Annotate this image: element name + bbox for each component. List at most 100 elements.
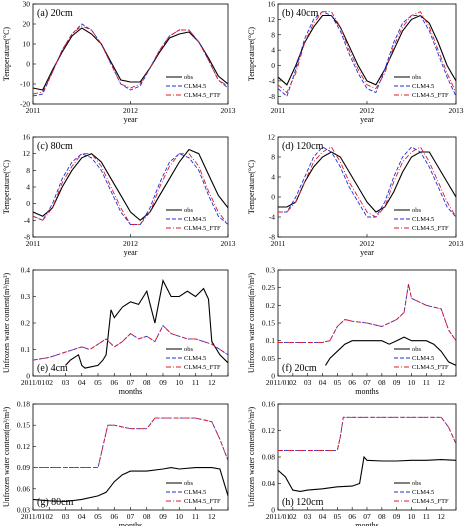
x-tick-label: 07 [127, 378, 135, 387]
y-tick-label: 0.1 [266, 336, 276, 345]
panel-label: (e) 4cm [37, 363, 68, 374]
x-tick-label: 10 [408, 512, 416, 521]
x-tick-label: 05 [334, 512, 342, 521]
y-axis-label: Unfrozen water content(m³/m³) [247, 273, 256, 374]
x-tick-label: 2011/01 [21, 378, 46, 387]
x-axis-label: year [360, 115, 374, 124]
x-tick-label: 07 [127, 512, 135, 521]
x-tick-label: 03 [304, 378, 312, 387]
series-line-clm4-5-ftf [278, 416, 456, 451]
legend-entry: CLM4.5_FTF [412, 92, 449, 99]
legend-entry: obs [184, 480, 194, 487]
x-tick-label: 2012 [123, 239, 138, 248]
panel-b: -8 -4 0 4 8 12 16 2011 2012 2013 year Temperature(°… [247, 0, 464, 124]
y-tick-label: 0.2 [21, 319, 31, 328]
x-tick-label: 2011/01 [21, 512, 46, 521]
series-line-clm4-5-ftf [33, 25, 228, 95]
y-tick-label: 8 [26, 166, 30, 175]
series-line-obs [278, 151, 456, 213]
x-tick-label: 2013 [221, 239, 236, 248]
x-tick-label: 08 [378, 378, 386, 387]
x-tick-label: 07 [363, 512, 371, 521]
legend-entry: CLM4.5 [184, 489, 206, 496]
legend-entry: obs [184, 74, 194, 81]
legend-entry: obs [412, 480, 422, 487]
x-tick-label: 08 [143, 512, 151, 521]
y-axis-label: Temperature(°C) [2, 27, 11, 82]
x-tick-label: 11 [192, 378, 199, 387]
x-tick-label: 06 [111, 512, 119, 521]
y-tick-label: 16 [23, 133, 31, 142]
x-tick-label: 11 [423, 512, 430, 521]
x-tick-label: 2012 [360, 239, 375, 248]
x-tick-label: 02 [289, 512, 297, 521]
x-tick-label: 2013 [221, 106, 236, 115]
series-line-clm4-5 [33, 153, 228, 225]
x-tick-label: 09 [159, 378, 167, 387]
x-axis-label: year [124, 248, 138, 257]
y-axis-label: Temperature(°C) [2, 160, 11, 215]
x-axis-label: months [119, 521, 143, 526]
x-tick-label: 10 [176, 378, 184, 387]
series-line-clm4-5-ftf [278, 11, 456, 94]
x-tick-label: 2011 [26, 106, 41, 115]
y-axis-label: Unfrozen water content(m³/m³) [2, 407, 11, 508]
x-tick-label: 04 [319, 378, 327, 387]
x-tick-label: 11 [192, 512, 199, 521]
y-tick-label: 8 [271, 153, 275, 162]
x-axis-label: months [119, 387, 143, 396]
x-tick-label: 2012 [360, 106, 375, 115]
x-tick-label: 2013 [449, 239, 464, 248]
y-tick-label: 12 [268, 15, 276, 24]
panel-label: (f) 20cm [282, 363, 317, 374]
y-tick-label: 0 [26, 60, 30, 69]
y-tick-label: 0.4 [21, 266, 31, 275]
legend-entry: CLM4.5 [184, 216, 206, 223]
x-tick-label: 2011 [271, 239, 286, 248]
x-tick-label: 12 [208, 378, 216, 387]
series-line-clm4-5 [278, 284, 456, 343]
y-tick-label: 4 [26, 183, 30, 192]
x-tick-label: 02 [289, 378, 297, 387]
y-tick-label: 0 [26, 199, 30, 208]
x-tick-label: 08 [378, 512, 386, 521]
y-tick-label: 0.03 [17, 506, 30, 515]
y-tick-label: -4 [269, 213, 275, 222]
series-line-obs [278, 455, 456, 492]
y-tick-label: 12 [268, 133, 276, 142]
x-tick-label: 03 [62, 378, 70, 387]
legend-entry: obs [184, 207, 194, 214]
y-tick-label: 0.25 [262, 283, 275, 292]
x-tick-label: 2012 [123, 106, 138, 115]
x-tick-label: 04 [78, 512, 86, 521]
y-tick-label: 0.12 [17, 442, 30, 451]
panel-a: -20 -10 0 10 20 30 2011 2012 2013 year Temperature… [2, 0, 236, 124]
legend-entry: CLM4.5_FTF [412, 225, 449, 232]
series-line-clm4-5 [33, 417, 228, 469]
y-tick-label: -8 [269, 233, 275, 242]
y-tick-label: 0.18 [17, 400, 30, 409]
x-tick-label: 05 [334, 378, 342, 387]
y-tick-label: 0.09 [17, 463, 30, 472]
series-line-obs [33, 467, 228, 503]
legend-entry: CLM4.5 [184, 83, 206, 90]
x-tick-label: 08 [143, 378, 151, 387]
y-axis-label: Unfrozen water content(m³/m³) [247, 407, 256, 508]
legend-entry: CLM4.5 [412, 216, 434, 223]
x-tick-label: 2013 [449, 106, 464, 115]
y-tick-label: -20 [20, 100, 30, 109]
legend-entry: CLM4.5_FTF [412, 498, 449, 505]
x-tick-label: 09 [393, 378, 401, 387]
y-tick-label: 0.2 [266, 301, 276, 310]
y-tick-label: 0 [271, 193, 275, 202]
y-tick-label: -4 [24, 216, 30, 225]
series-line-clm4-5 [33, 23, 228, 97]
panel-c: -8 -4 0 4 8 12 16 2011 2012 2013 year Temperature(°… [2, 133, 236, 258]
legend-entry: CLM4.5 [412, 83, 434, 90]
y-tick-label: 8 [271, 30, 275, 39]
x-tick-label: 12 [208, 512, 216, 521]
x-tick-label: 06 [348, 378, 356, 387]
series-line-obs [278, 14, 456, 86]
